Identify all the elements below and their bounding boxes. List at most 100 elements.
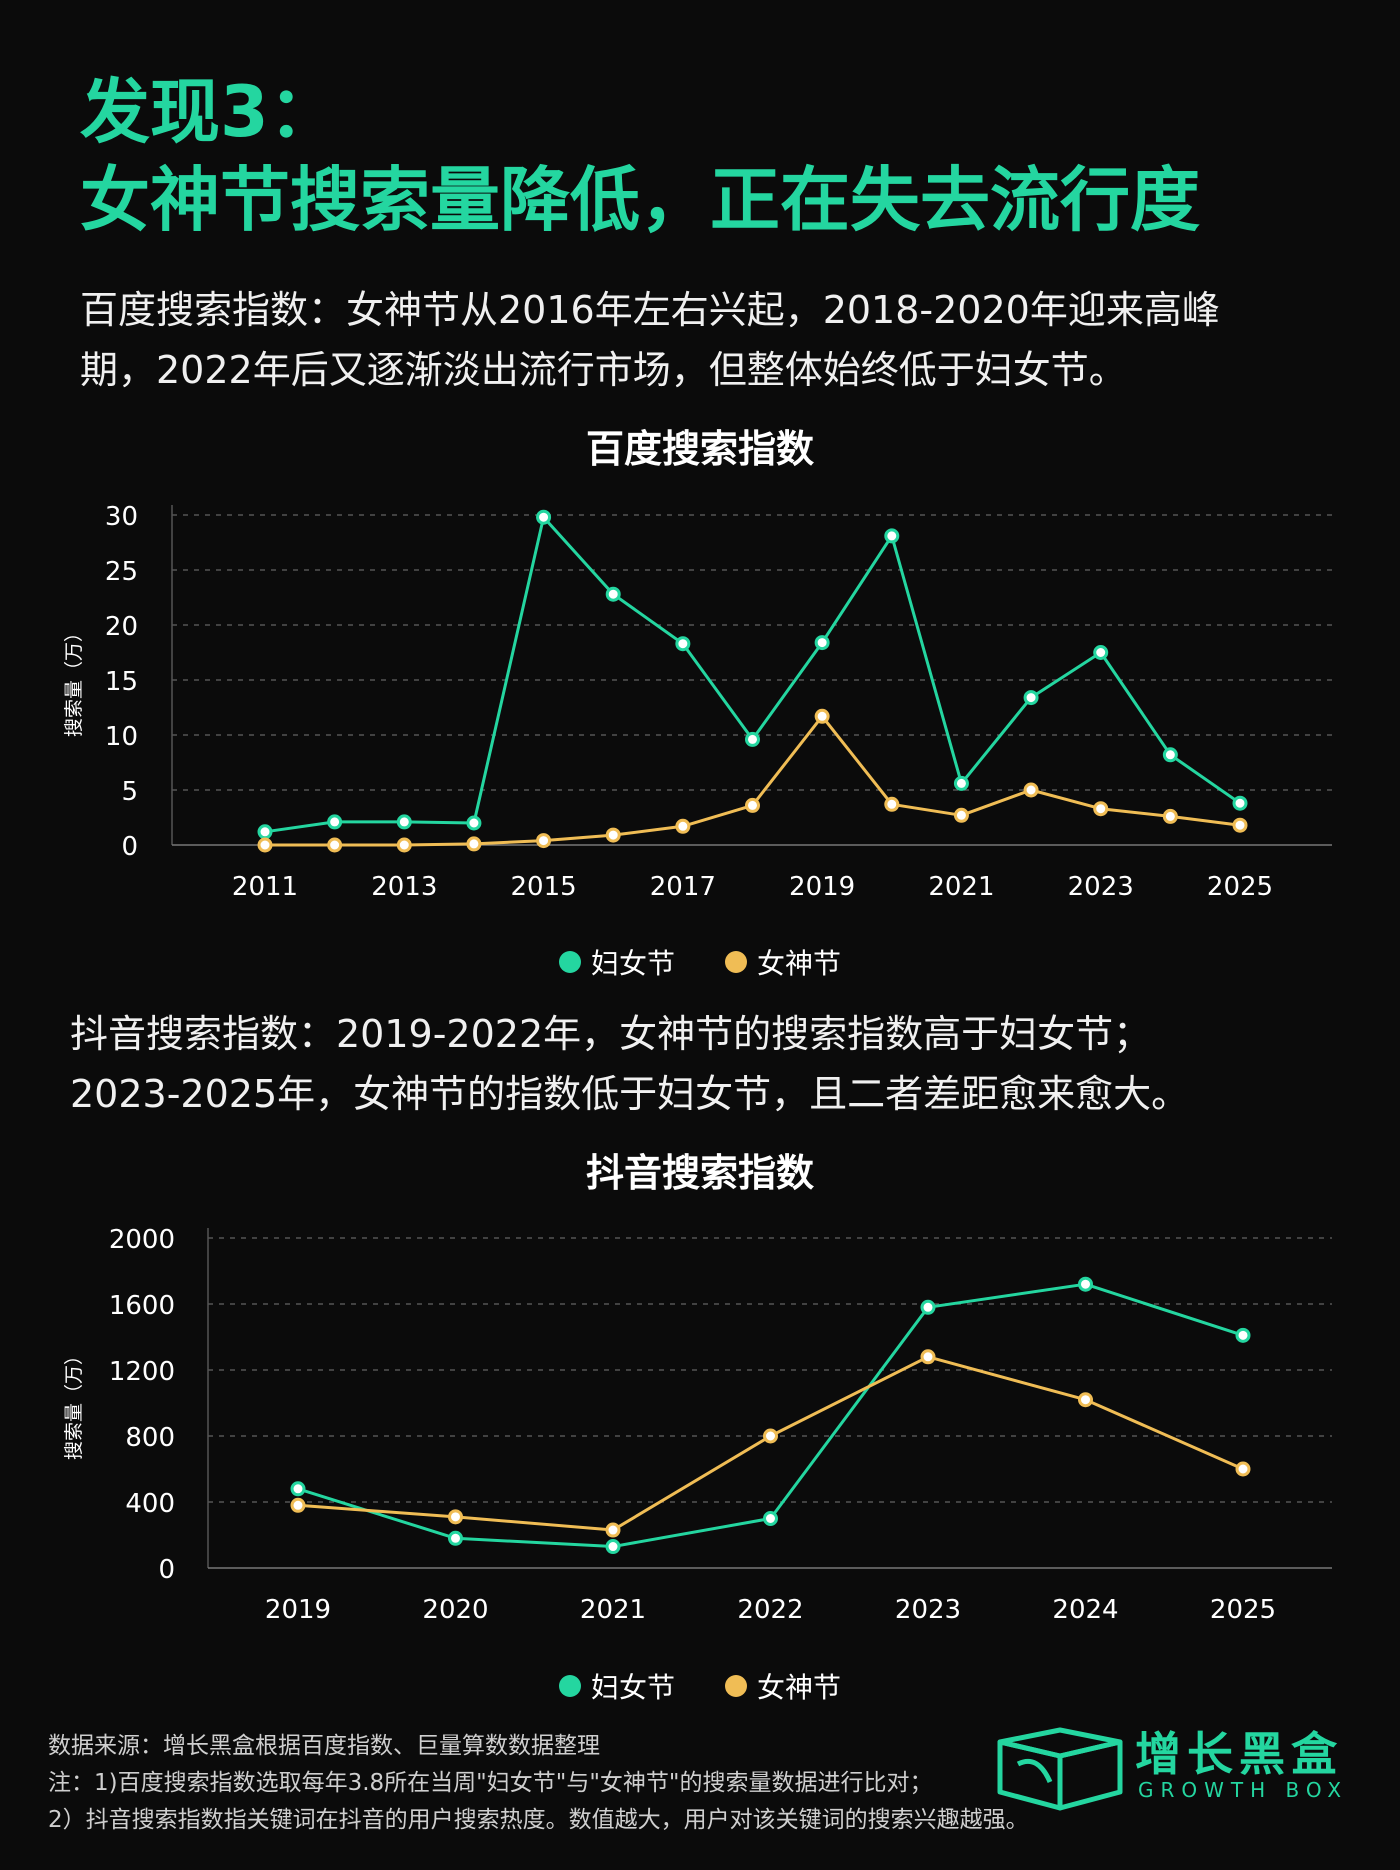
x-tick-label: 2011	[232, 872, 298, 902]
data-point-goddess-day	[814, 708, 830, 724]
douyin-description-line2: 2023-2025年，女神节的指数低于妇女节，且二者差距愈来愈大。	[70, 1072, 1190, 1116]
data-point-womens-day	[396, 814, 412, 830]
footer-note-2: 2）抖音搜索指数指关键词在抖音的用户搜索热度。数值越大，用户对该关键词的搜索兴趣…	[48, 1807, 1029, 1833]
legend-marker-goddess-day	[725, 1675, 747, 1697]
data-point-womens-day	[1235, 1327, 1251, 1343]
data-point-womens-day	[814, 635, 830, 651]
data-point-goddess-day	[290, 1497, 306, 1513]
data-point-goddess-day	[605, 1522, 621, 1538]
x-tick-label: 2013	[371, 872, 437, 902]
y-tick-label: 20	[105, 612, 138, 642]
page-title-line1: 发现3：	[80, 71, 339, 153]
data-point-womens-day	[675, 636, 691, 652]
x-tick-label: 2021	[928, 872, 994, 902]
douyin-legend: 妇女节 女神节	[0, 1666, 1400, 1706]
page-title-line2: 女神节搜索量降低，正在失去流行度	[80, 159, 1200, 241]
data-point-womens-day	[605, 586, 621, 602]
x-tick-label: 2023	[895, 1595, 961, 1625]
page-title: 发现3： 女神节搜索量降低，正在失去流行度	[80, 68, 1340, 244]
data-point-womens-day	[1162, 747, 1178, 763]
douyin-description: 抖音搜索指数：2019-2022年，女神节的搜索指数高于妇女节； 2023-20…	[70, 1004, 1370, 1124]
footer-source: 数据来源：增长黑盒根据百度指数、巨量算数数据整理	[48, 1733, 600, 1759]
x-tick-label: 2022	[737, 1595, 803, 1625]
data-point-womens-day	[466, 815, 482, 831]
x-tick-label: 2021	[580, 1595, 646, 1625]
y-tick-label: 25	[105, 557, 138, 587]
legend-marker-womens-day	[558, 951, 581, 973]
data-point-womens-day	[605, 1539, 621, 1555]
legend-label-womens-day: 妇女节	[590, 1671, 675, 1704]
data-point-goddess-day	[1232, 817, 1248, 833]
y-axis-label: 搜索量（万）	[63, 1346, 85, 1460]
douyin-chart-title: 抖音搜索指数	[585, 1151, 814, 1195]
series-line-womens-day	[264, 515, 1241, 834]
logo-name-cn: 增长黑盒	[1135, 1727, 1343, 1781]
baidu-description-line2: 期，2022年后又逐渐淡出流行市场，但整体始终低于妇女节。	[80, 348, 1127, 392]
y-tick-label: 800	[125, 1423, 175, 1453]
growth-box-logo: 增长黑盒 GROWTH BOX	[990, 1712, 1350, 1812]
x-tick-label: 2023	[1068, 872, 1134, 902]
data-point-womens-day	[884, 528, 900, 544]
data-point-womens-day	[536, 509, 552, 525]
y-tick-label: 0	[158, 1555, 175, 1585]
data-point-goddess-day	[466, 836, 482, 852]
x-tick-label: 2025	[1207, 872, 1273, 902]
baidu-chart-title: 百度搜索指数	[585, 427, 814, 471]
data-point-goddess-day	[536, 833, 552, 849]
legend-item-womens-day: 妇女节	[558, 1666, 675, 1706]
data-point-womens-day	[257, 824, 273, 840]
data-point-womens-day	[920, 1299, 936, 1315]
y-tick-label: 0	[121, 832, 138, 862]
y-tick-label: 5	[121, 777, 138, 807]
legend-item-goddess-day: 女神节	[725, 1666, 841, 1706]
data-point-goddess-day	[1235, 1461, 1251, 1477]
baidu-description-line1: 百度搜索指数：女神节从2016年左右兴起，2018-2020年迎来高峰	[80, 288, 1220, 332]
footer-note-1: 注：1)百度搜索指数选取每年3.8所在当周"妇女节"与"女神节"的搜索量数据进行…	[48, 1770, 933, 1796]
douyin-description-line1: 抖音搜索指数：2019-2022年，女神节的搜索指数高于妇女节；	[70, 1012, 1152, 1056]
legend-item-womens-day: 妇女节	[558, 942, 675, 982]
data-point-womens-day	[327, 814, 343, 830]
data-point-goddess-day	[257, 837, 273, 853]
data-point-goddess-day	[675, 818, 691, 834]
data-point-goddess-day	[1093, 801, 1109, 817]
data-point-goddess-day	[920, 1349, 936, 1365]
x-tick-label: 2019	[265, 1595, 331, 1625]
y-tick-label: 1200	[109, 1357, 175, 1387]
data-point-womens-day	[290, 1481, 306, 1497]
box-icon	[997, 1727, 1123, 1811]
data-point-goddess-day	[327, 837, 343, 853]
data-point-goddess-day	[745, 797, 760, 813]
data-point-goddess-day	[396, 837, 412, 853]
baidu-description: 百度搜索指数：女神节从2016年左右兴起，2018-2020年迎来高峰 期，20…	[80, 280, 1380, 400]
series-line-womens-day	[297, 1282, 1244, 1549]
data-point-goddess-day	[1078, 1392, 1093, 1408]
footer-notes: 数据来源：增长黑盒根据百度指数、巨量算数数据整理 注：1)百度搜索指数选取每年3…	[48, 1728, 1148, 1839]
x-tick-label: 2015	[510, 872, 576, 902]
data-point-womens-day	[953, 775, 969, 791]
data-point-goddess-day	[884, 796, 900, 812]
y-axis-label: 搜索量（万）	[63, 623, 85, 737]
x-tick-label: 2024	[1052, 1595, 1118, 1625]
data-point-goddess-day	[448, 1509, 463, 1525]
data-point-goddess-day	[1162, 808, 1178, 824]
legend-label-goddess-day: 女神节	[757, 947, 842, 980]
data-point-womens-day	[1078, 1276, 1093, 1292]
y-tick-label: 2000	[109, 1225, 175, 1255]
data-point-womens-day	[1232, 795, 1248, 811]
data-point-goddess-day	[605, 827, 621, 843]
x-tick-label: 2019	[789, 872, 855, 902]
x-tick-label: 2020	[422, 1595, 488, 1625]
data-point-womens-day	[745, 731, 760, 747]
y-tick-label: 400	[125, 1489, 175, 1519]
data-point-goddess-day	[763, 1428, 778, 1444]
legend-label-goddess-day: 女神节	[757, 1671, 842, 1704]
baidu-legend: 妇女节 女神节	[0, 942, 1400, 982]
data-point-womens-day	[763, 1511, 778, 1526]
legend-marker-womens-day	[558, 1675, 581, 1697]
legend-label-womens-day: 妇女节	[590, 947, 675, 980]
y-tick-label: 30	[105, 502, 138, 532]
legend-item-goddess-day: 女神节	[725, 942, 841, 982]
x-tick-label: 2017	[650, 872, 716, 902]
data-point-goddess-day	[1023, 782, 1039, 798]
